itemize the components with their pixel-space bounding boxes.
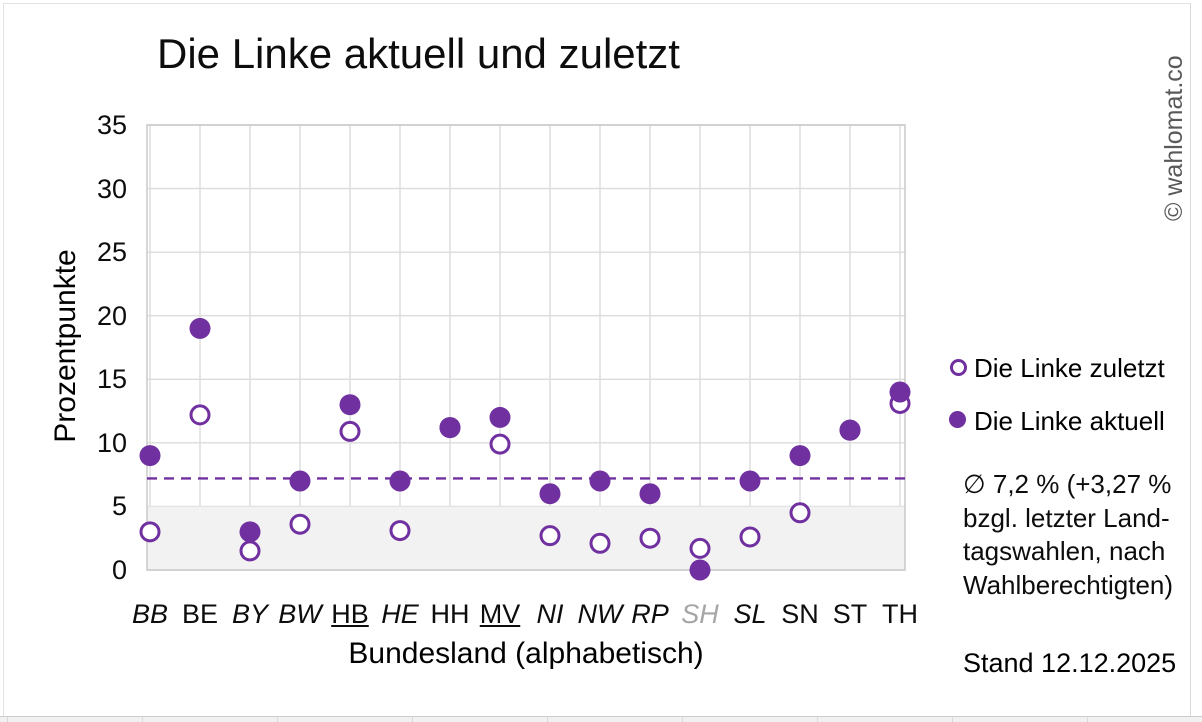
annotation-line: Wahlberechtigten): [963, 569, 1174, 600]
x-tick-label-NI: NI: [536, 599, 564, 629]
x-tick-label-BB: BB: [131, 599, 169, 629]
legend-label-zuletzt: Die Linke zuletzt: [974, 353, 1165, 383]
x-tick-label-RP: RP: [631, 599, 669, 629]
data-point-aktuell-SL: [739, 470, 761, 492]
x-tick-label-BW: BW: [278, 599, 322, 629]
y-tick-label-10: 10: [96, 427, 127, 458]
y-tick-label-35: 35: [96, 110, 127, 140]
y-tick-label-0: 0: [111, 555, 127, 585]
data-point-aktuell-BE: [189, 317, 211, 339]
x-tick-label-TH: TH: [882, 599, 918, 629]
data-point-zuletzt-SL: [739, 526, 761, 548]
x-tick-label-NW: NW: [577, 599, 623, 629]
data-point-aktuell-NW: [589, 470, 611, 492]
data-point-aktuell-BB: [139, 445, 161, 467]
chart-frame-left: [3, 3, 4, 716]
y-tick-label-20: 20: [96, 300, 127, 331]
data-point-aktuell-RP: [639, 483, 661, 505]
y-tick-label-30: 30: [96, 173, 127, 204]
chart-frame-right: [1190, 3, 1191, 716]
spreadsheet-edge-strip: [0, 716, 1202, 722]
data-point-zuletzt-BW: [289, 513, 311, 535]
stand-date: Stand 12.12.2025: [963, 648, 1177, 678]
y-tick-label-15: 15: [96, 364, 127, 395]
data-point-zuletzt-SH: [689, 537, 711, 559]
legend-marker-open-circle-icon: [950, 359, 967, 376]
data-point-zuletzt-BE: [189, 404, 211, 426]
x-tick-label-BE: BE: [181, 599, 219, 629]
mean-annotation: ∅ 7,2 % (+3,27 % bzgl. letzter Land- tag…: [963, 468, 1195, 602]
annotation-line: ∅ 7,2 % (+3,27 %: [963, 469, 1172, 499]
chart-frame-top: [3, 3, 1191, 4]
data-point-zuletzt-RP: [639, 527, 661, 549]
data-point-aktuell-HE: [389, 470, 411, 492]
data-point-aktuell-SH: [689, 559, 711, 581]
x-axis-title: Bundesland (alphabetisch): [348, 637, 704, 670]
legend-label-aktuell: Die Linke aktuell: [974, 406, 1165, 436]
data-point-aktuell-BY: [239, 521, 261, 543]
data-point-zuletzt-NI: [539, 525, 561, 547]
y-tick-label-5: 5: [111, 491, 127, 522]
y-tick-label-25: 25: [96, 237, 127, 268]
x-tick-label-HB: HB: [331, 599, 369, 629]
x-tick-label-MV: MV: [479, 599, 521, 629]
data-point-aktuell-BW: [289, 470, 311, 492]
data-point-zuletzt-MV: [489, 433, 511, 455]
data-point-aktuell-NI: [539, 483, 561, 505]
data-point-zuletzt-SN: [789, 502, 811, 524]
data-point-zuletzt-BY: [239, 540, 261, 562]
chart-title: Die Linke aktuell und zuletzt: [157, 30, 680, 77]
data-point-aktuell-MV: [489, 406, 511, 428]
data-point-aktuell-ST: [839, 419, 861, 441]
data-point-zuletzt-HE: [389, 520, 411, 542]
x-tick-label-SH: SH: [681, 599, 719, 629]
x-tick-label-BY: BY: [231, 599, 269, 629]
data-point-zuletzt-HB: [339, 420, 361, 442]
data-point-zuletzt-NW: [589, 532, 611, 554]
annotation-line: tagswahlen, nach: [963, 536, 1166, 566]
x-tick-label-ST: ST: [832, 599, 868, 629]
x-tick-label-HH: HH: [430, 599, 470, 629]
data-point-aktuell-TH: [889, 381, 911, 403]
data-point-aktuell-HB: [339, 394, 361, 416]
x-tick-label-SN: SN: [781, 599, 819, 629]
data-point-aktuell-SN: [789, 445, 811, 467]
x-tick-label-SL: SL: [733, 599, 767, 629]
annotation-line: bzgl. letzter Land-: [963, 502, 1170, 533]
data-point-aktuell-HH: [439, 417, 461, 439]
x-tick-label-HE: HE: [381, 599, 419, 629]
plot-border: [146, 124, 906, 571]
legend-marker-filled-circle-icon: [949, 411, 966, 428]
data-point-zuletzt-BB: [139, 521, 161, 543]
